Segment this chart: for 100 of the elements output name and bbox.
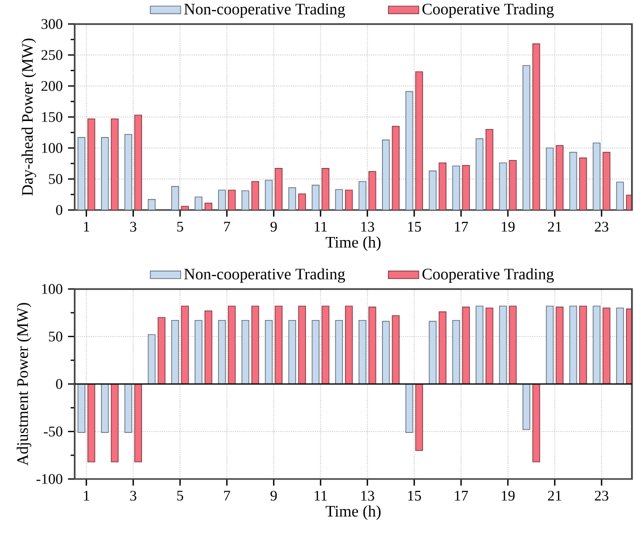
bar — [438, 311, 446, 384]
x-tick-label: 21 — [548, 490, 562, 501]
x-tick-label: 21 — [548, 222, 562, 232]
bar — [358, 320, 366, 384]
x-tick-label: 15 — [408, 490, 421, 501]
bar — [134, 384, 142, 462]
y-tick-label: 0 — [56, 379, 62, 389]
legend-label: Non-cooperative Trading — [184, 268, 346, 283]
bar — [522, 384, 530, 430]
x-tick-label: 19 — [502, 490, 515, 501]
bar — [274, 306, 283, 384]
bar — [124, 134, 132, 210]
bar — [158, 317, 166, 384]
x-tick-label: 3 — [130, 490, 136, 501]
x-tick-label: 11 — [314, 490, 327, 500]
y-axis-title: Day-ahead Power (MW) — [22, 38, 36, 196]
bar — [569, 152, 578, 210]
x-tick-label: 17 — [455, 490, 468, 500]
bar — [499, 306, 507, 384]
y-tick-label: 0 — [56, 205, 62, 215]
bar — [134, 114, 142, 210]
bar — [204, 310, 212, 384]
bar — [288, 187, 296, 210]
bar — [556, 306, 564, 384]
bar — [546, 306, 554, 384]
bar — [181, 206, 189, 210]
bar — [228, 190, 236, 210]
bar — [87, 118, 96, 210]
bar — [251, 181, 260, 210]
bar — [204, 202, 212, 210]
legend-label: Non-cooperative Trading — [184, 3, 346, 18]
x-tick-label: 13 — [361, 490, 374, 501]
y-tick-label: 100 — [42, 284, 62, 294]
bar — [194, 320, 202, 384]
bar — [368, 306, 376, 384]
bar — [264, 320, 273, 384]
x-tick-label: 23 — [594, 222, 608, 232]
x-tick-label: 9 — [270, 222, 277, 232]
y-tick-label: 150 — [42, 112, 62, 122]
bar — [405, 384, 414, 433]
bar — [438, 162, 446, 210]
bar — [110, 118, 119, 210]
x-tick-label: 19 — [502, 222, 515, 232]
bar — [110, 384, 119, 462]
x-axis-title: Time (h) — [326, 236, 381, 251]
bar — [602, 152, 610, 210]
bar — [546, 148, 554, 210]
bar — [181, 306, 189, 384]
bar — [218, 320, 226, 384]
bar — [616, 308, 624, 384]
x-tick-label: 3 — [130, 222, 136, 232]
x-tick-label: 9 — [270, 490, 277, 501]
bar — [579, 306, 587, 384]
bar — [405, 91, 414, 210]
bar — [556, 145, 564, 210]
bar — [368, 171, 376, 210]
x-tick-label: 1 — [84, 490, 90, 500]
bar — [392, 315, 400, 384]
bar — [532, 384, 540, 462]
y-tick-label: -100 — [36, 474, 62, 484]
x-tick-label: 7 — [224, 222, 230, 232]
x-tick-label: 5 — [177, 222, 184, 232]
bar — [274, 168, 283, 210]
bar — [602, 308, 610, 384]
x-tick-label: 23 — [594, 490, 608, 501]
bar — [532, 43, 540, 210]
bar — [78, 384, 86, 433]
legend-label: Cooperative Trading — [422, 268, 554, 283]
y-tick-label: 100 — [42, 143, 62, 153]
y-tick-label: -50 — [44, 426, 62, 436]
bar — [392, 126, 400, 210]
y-tick-label: 50 — [49, 174, 62, 184]
bar — [264, 180, 273, 210]
bar — [242, 320, 250, 384]
bar — [569, 306, 578, 384]
bar — [452, 320, 460, 384]
bar — [298, 193, 306, 210]
bar — [101, 384, 109, 433]
x-tick-label: 7 — [224, 490, 230, 500]
legend-label: Cooperative Trading — [422, 3, 554, 18]
bar — [148, 334, 156, 384]
y-tick-label: 250 — [42, 50, 62, 60]
bar — [428, 170, 437, 210]
bar — [288, 320, 296, 384]
x-axis-title: Time (h) — [326, 505, 381, 520]
bar — [415, 384, 424, 451]
bar — [428, 320, 437, 384]
bar — [462, 164, 470, 210]
bar — [508, 306, 517, 384]
bar — [345, 306, 353, 384]
y-tick-label: 200 — [42, 81, 62, 91]
x-tick-label: 1 — [84, 222, 90, 232]
x-tick-label: 13 — [361, 222, 374, 232]
bar — [298, 306, 306, 384]
y-tick-label: 50 — [49, 332, 62, 342]
bar — [579, 158, 587, 210]
bar — [251, 306, 260, 384]
y-axis-title: Adjustment Power (MW) — [16, 302, 32, 466]
bar — [486, 128, 494, 210]
bar — [486, 308, 494, 384]
